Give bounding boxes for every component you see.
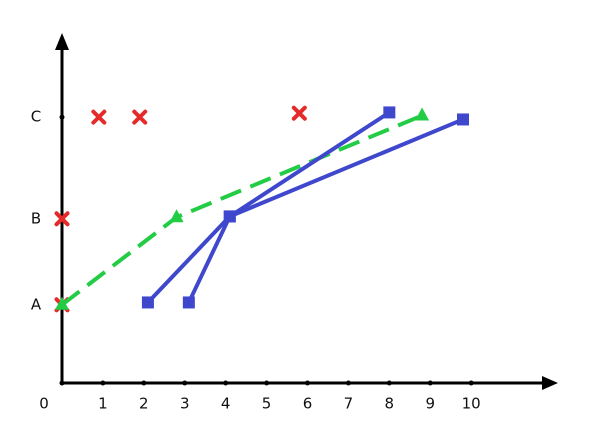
x-tick-mark <box>141 380 147 386</box>
x-tick-label: 10 <box>462 395 481 413</box>
x-tick-mark <box>386 380 392 386</box>
x-tick-label: 6 <box>303 395 313 413</box>
x-marker <box>54 211 70 227</box>
x-axis-arrow <box>542 376 558 390</box>
x-marker <box>91 109 107 125</box>
x-tick-label: 9 <box>425 395 435 413</box>
x-tick-mark <box>345 380 351 386</box>
triangle-marker <box>55 296 69 310</box>
x-tick-mark <box>468 380 474 386</box>
y-axis-arrow <box>55 33 69 50</box>
x-tick-label: 2 <box>139 395 149 413</box>
x-tick-label: 4 <box>221 395 231 413</box>
triangle-marker <box>169 209 184 223</box>
square-marker <box>456 113 469 126</box>
square-marker <box>383 106 396 119</box>
x-tick-mark <box>427 380 433 386</box>
x-tick-label: 3 <box>180 395 190 413</box>
y-tick-label: A <box>31 295 42 313</box>
x-marker <box>291 105 307 121</box>
y-tick-label: C <box>31 108 41 126</box>
x-tick-label: 8 <box>385 395 395 413</box>
square-marker <box>182 296 195 309</box>
line <box>146 110 391 304</box>
triangle-marker <box>415 107 430 121</box>
y-tick-label: B <box>31 209 41 227</box>
y-tick-mark <box>59 114 65 120</box>
x-tick-mark <box>100 380 106 386</box>
x-tick-label: 5 <box>262 395 272 413</box>
x-tick-label: 0 <box>39 395 49 413</box>
x-marker <box>132 109 148 125</box>
square-marker <box>141 296 154 309</box>
x-tick-mark <box>223 380 229 386</box>
x-tick-label: 1 <box>98 395 108 413</box>
square-marker <box>223 210 236 223</box>
x-tick-mark <box>182 380 188 386</box>
x-tick-mark <box>264 380 270 386</box>
x-tick-mark <box>59 380 65 386</box>
x-tick-label: 7 <box>344 395 354 413</box>
x-tick-mark <box>305 380 310 386</box>
